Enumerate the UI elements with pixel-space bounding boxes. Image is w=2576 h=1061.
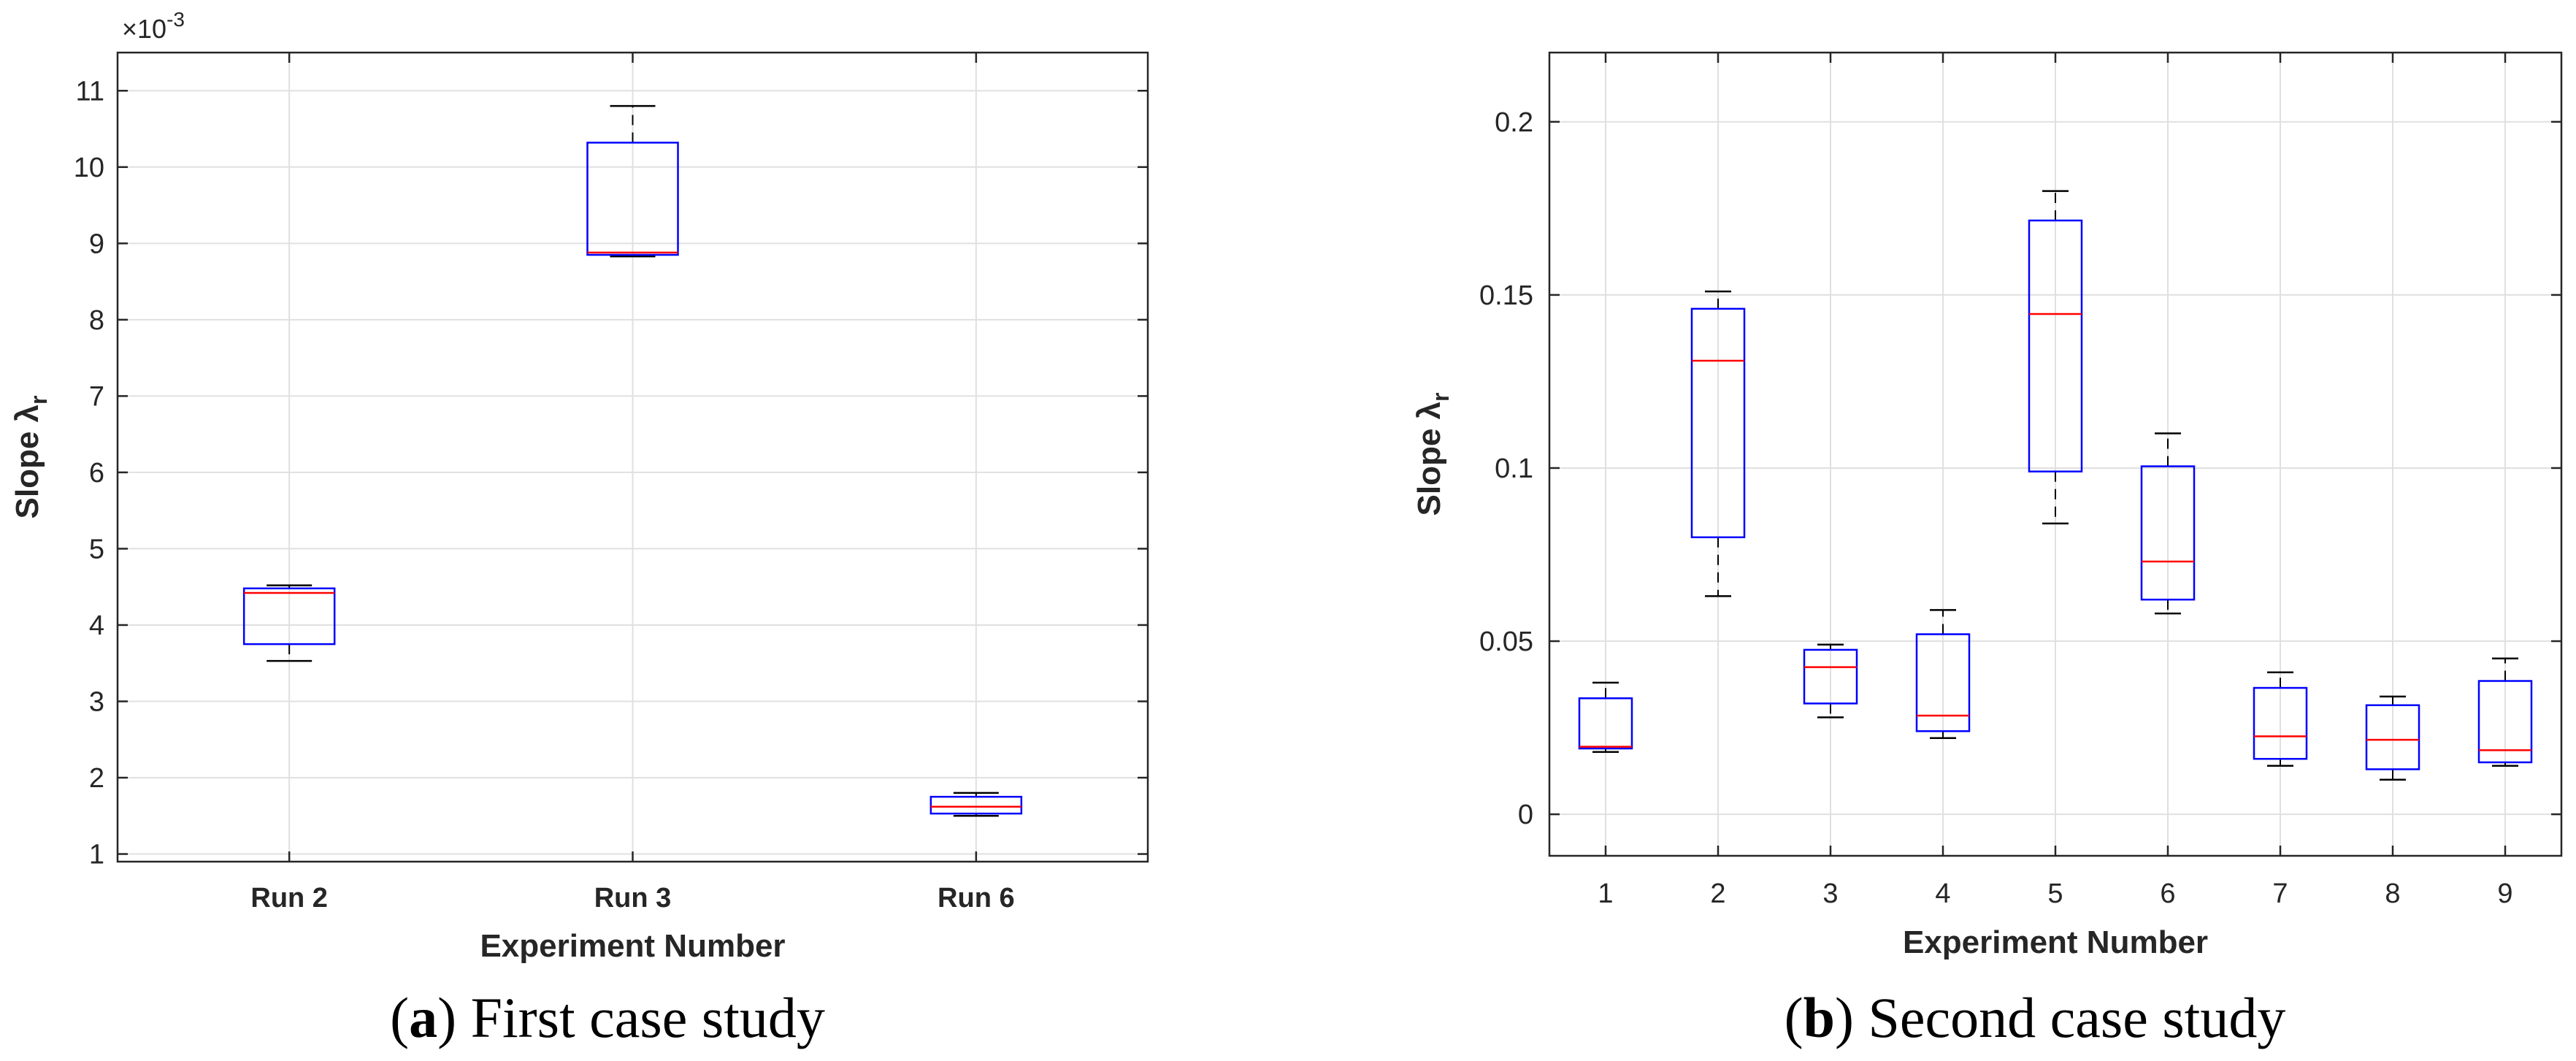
iqr-box [2253,686,2308,760]
x-tick-label: 1 [1598,878,1613,909]
iqr-box [2477,680,2533,764]
y-tick-label: 0.05 [1479,627,1533,657]
iqr-box [242,587,336,646]
y-tick-label: 0.1 [1495,453,1533,484]
iqr-box [929,795,1023,815]
box-run-3 [586,104,679,258]
x-axis-label: Experiment Number [1903,924,2208,960]
box-run-2 [242,584,336,662]
x-tick-label: 8 [2385,878,2400,909]
box-6 [2140,432,2196,615]
x-tick-label: 9 [2497,878,2512,909]
iqr-box [1915,633,1971,732]
iqr-box [2028,219,2083,472]
box-3 [1803,643,1858,719]
y-exponent-label: ×10-3 [122,8,185,44]
y-tick-label: 8 [89,305,104,336]
x-tick-label: 6 [2160,878,2175,909]
y-tick-label: 1 [89,840,104,870]
iqr-box [2365,704,2420,770]
y-tick-label: 2 [89,763,104,794]
x-tick-label: 4 [1935,878,1950,909]
box-7 [2253,671,2308,767]
y-tick-label: 4 [89,610,104,641]
iqr-box [1803,648,1858,705]
y-tick-label: 0.2 [1495,107,1533,138]
y-tick-label: 6 [89,458,104,489]
box-1 [1578,681,1633,754]
y-axis-label: Slope λr [1411,393,1454,516]
y-tick-label: 0.15 [1479,280,1533,311]
iqr-box [2140,465,2196,601]
x-tick-label: 2 [1710,878,1725,909]
y-tick-label: 0 [1518,800,1533,830]
y-tick-label: 11 [76,76,104,107]
x-tick-label: 3 [1822,878,1838,909]
y-tick-label: 5 [89,534,104,564]
x-tick-label: Run 3 [594,883,672,913]
box-4 [1915,609,1971,740]
box-5 [2028,190,2083,525]
box-9 [2477,657,2533,767]
y-tick-label: 9 [89,229,104,259]
x-tick-label: 7 [2272,878,2288,909]
x-axis-label: Experiment Number [480,928,785,964]
y-tick-label: 7 [89,381,104,412]
y-tick-label: 3 [89,686,104,717]
y-tick-label: 10 [74,153,104,183]
y-axis-label: Slope λr [9,396,52,519]
box-8 [2365,695,2420,781]
chart-panel-a: 1 2 3 4 5 6 7 8 9 10 11 Run 2 Run 3 Run 6 Slope λr Expe… [9,8,1149,1049]
chart-panel-b: 0 0.05 0.1 0.15 0.2 1 2 3 4 5 6 7 8 9 Slope λr Experime… [1411,51,2563,1049]
panel-caption: (a) First case study [390,986,825,1049]
box-2 [1690,290,1746,597]
panel-caption: (b) Second case study [1785,986,2286,1049]
x-tick-label: Run 6 [938,883,1015,913]
iqr-box [1578,697,1633,750]
iqr-box [1690,307,1746,539]
box-run-6 [929,792,1023,817]
x-tick-label: Run 2 [250,883,328,913]
x-tick-label: 5 [2047,878,2063,909]
iqr-box [586,142,679,256]
